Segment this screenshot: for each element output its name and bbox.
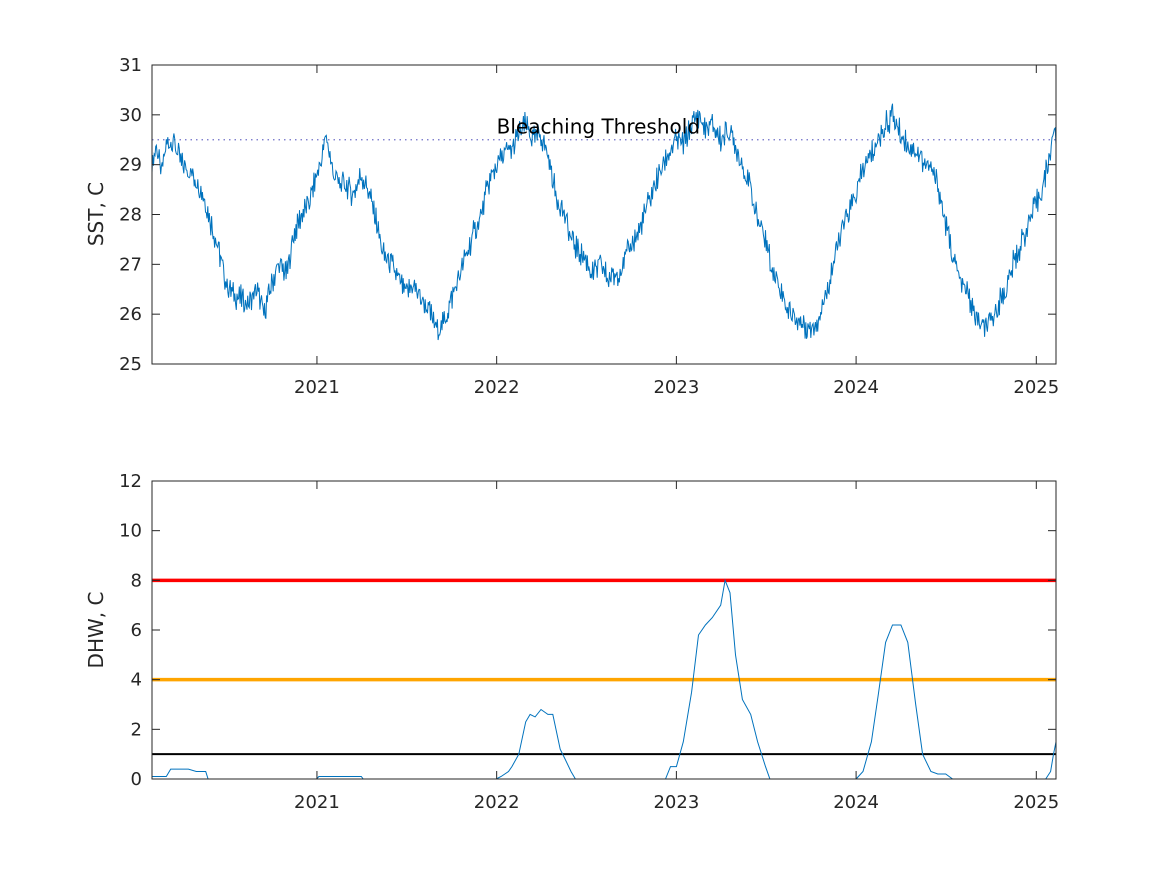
sst-x-tick-label: 2022: [474, 377, 520, 398]
sst-series-line: [151, 103, 1057, 341]
sst-axes: 25 26 27 28 29 30 31 2021 2022 2023 2024 2025 Blea…: [84, 55, 1059, 398]
sst-x-tick-label: 2025: [1013, 377, 1059, 398]
sst-y-tick-label: 25: [119, 354, 142, 375]
dhw-reference-lines: [152, 578, 1056, 756]
dhw-x-ticks: 2021 2022 2023 2024 2025: [294, 481, 1059, 813]
dhw-x-tick-label: 2023: [653, 792, 699, 813]
dhw-y-tick-label: 0: [131, 769, 142, 790]
dhw-axes-frame: [151, 480, 1057, 780]
sst-y-tick-label: 28: [119, 205, 142, 226]
dhw-y-tick-label: 2: [131, 719, 142, 740]
dhw-y-tick-label: 4: [131, 670, 142, 691]
dhw-axes: 0 2 4 6 8 10 12 2021 2022 2023 2024 2025 DHW, C: [84, 471, 1059, 813]
sst-y-tick-label: 27: [119, 254, 142, 275]
sst-y-axis-label: SST, C: [84, 182, 108, 246]
dhw-y-tick-label: 10: [119, 521, 142, 542]
sst-x-ticks: 2021 2022 2023 2024 2025: [294, 65, 1059, 398]
dhw-y-axis-label: DHW, C: [84, 592, 108, 669]
sst-y-tick-label: 29: [119, 155, 142, 176]
sst-x-tick-label: 2021: [294, 377, 340, 398]
dhw-y-tick-label: 12: [119, 471, 142, 492]
sst-bleaching-threshold-label: Bleaching Threshold: [497, 114, 700, 138]
dhw-x-tick-label: 2024: [833, 792, 879, 813]
sst-x-tick-label: 2023: [653, 377, 699, 398]
sst-y-tick-label: 30: [119, 105, 142, 126]
sst-x-tick-label: 2024: [833, 377, 879, 398]
dhw-plot-area: [151, 480, 1057, 780]
dhw-y-tick-label: 8: [131, 570, 142, 591]
dhw-y-ticks: 0 2 4 6 8 10 12: [119, 471, 1056, 790]
dhw-y-tick-label: 6: [131, 620, 142, 641]
sst-plot-area: [151, 64, 1057, 365]
dhw-x-tick-label: 2021: [294, 792, 340, 813]
dhw-x-tick-label: 2025: [1013, 792, 1059, 813]
sst-y-ticks: 25 26 27 28 29 30 31: [119, 55, 1056, 375]
sst-y-tick-label: 26: [119, 304, 142, 325]
dhw-x-tick-label: 2022: [474, 792, 520, 813]
sst-axes-frame: [151, 64, 1057, 365]
sst-y-tick-label: 31: [119, 55, 142, 76]
